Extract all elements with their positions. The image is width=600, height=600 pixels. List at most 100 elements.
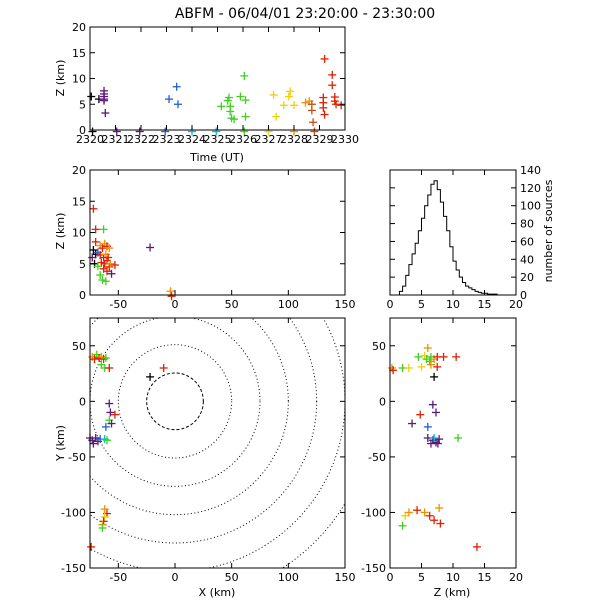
source-point [404, 364, 413, 372]
source-point [106, 408, 115, 417]
source-point [105, 244, 114, 253]
source-point [87, 92, 96, 101]
x-height-z-label: Z (km) [54, 213, 67, 250]
source-point [91, 237, 100, 246]
y-tick-label: 60 [520, 235, 534, 248]
y-tick-label: 20 [72, 164, 86, 177]
source-point [332, 100, 341, 109]
source-point [431, 408, 440, 417]
source-point [310, 127, 319, 136]
y-tick-label: 50 [372, 340, 386, 353]
histogram-y-label: number of sources [542, 179, 555, 282]
panel-frame [89, 317, 346, 569]
x-tick-label: 2330 [331, 133, 359, 146]
x-tick-label: 100 [278, 571, 299, 584]
y-tick-label: 0 [520, 289, 527, 302]
source-point [110, 261, 119, 269]
source-point [284, 92, 293, 101]
x-tick-label: 20 [509, 298, 523, 311]
source-point [89, 246, 98, 254]
source-point [328, 81, 337, 90]
x-tick-label: 2320 [76, 133, 104, 146]
source-point [452, 352, 461, 361]
source-point [430, 434, 439, 442]
x-tick-label: 20 [509, 571, 523, 584]
range-ring [90, 318, 289, 516]
y-tick-label: -100 [361, 506, 386, 519]
source-point [279, 101, 288, 110]
x-tick-label: 100 [278, 298, 299, 311]
height-y-x-label: Z (km) [434, 586, 471, 599]
source-point [472, 542, 481, 551]
source-point [433, 362, 442, 371]
source-point [435, 435, 444, 444]
source-point [320, 54, 329, 63]
time-axis-label: Time (UT) [189, 151, 244, 164]
source-point [337, 101, 346, 110]
source-point [430, 372, 439, 381]
source-point [240, 71, 249, 80]
x-tick-label: 5 [418, 571, 425, 584]
source-point [224, 93, 233, 102]
source-point [212, 127, 221, 136]
source-point [98, 244, 107, 253]
source-point [426, 360, 435, 369]
source-point [416, 410, 425, 419]
x-tick-label: 2321 [102, 133, 130, 146]
histogram-step [398, 180, 501, 296]
source-point [159, 364, 168, 372]
range-ring [117, 344, 233, 459]
x-tick-label: 0 [172, 298, 179, 311]
source-point [420, 508, 429, 517]
source-point [423, 344, 432, 352]
source-point [417, 362, 426, 371]
y-tick-label: 50 [72, 340, 86, 353]
y-tick-label: 20 [520, 271, 534, 284]
source-point [173, 100, 182, 109]
source-point [101, 354, 110, 362]
x-tick-label: 2326 [229, 133, 257, 146]
source-point [172, 82, 181, 91]
source-point [91, 225, 100, 234]
y-tick-label: 40 [520, 253, 534, 266]
source-point [420, 351, 429, 360]
y-tick-label: -50 [368, 451, 386, 464]
source-point [398, 521, 407, 530]
time-height-panel: 2320232123222323232423252326232723282329… [72, 21, 359, 146]
y-tick-label: 80 [520, 218, 534, 231]
source-point [103, 436, 111, 445]
height-y-panel: 0 5 10 15 20 -150 -100 -50 0 50 [361, 317, 523, 584]
x-tick-label: 10 [446, 298, 460, 311]
source-point [430, 516, 439, 525]
y-tick-label: 10 [72, 73, 86, 86]
x-tick-label: 2328 [280, 133, 308, 146]
source-point [241, 96, 250, 105]
y-tick-label: -150 [61, 562, 86, 575]
source-point [423, 422, 432, 431]
source-point [89, 439, 98, 448]
source-point [105, 364, 114, 372]
y-tick-label: 0 [379, 395, 386, 408]
source-point [439, 352, 448, 361]
y-tick-label: 0 [79, 124, 86, 137]
x-tick-label: 2329 [306, 133, 334, 146]
source-point [269, 90, 278, 99]
y-tick-label: -100 [61, 506, 86, 519]
source-point [404, 508, 413, 517]
source-point [236, 92, 245, 101]
source-point [110, 410, 119, 419]
x-tick-label: 10 [446, 571, 460, 584]
y-tick-label: 140 [520, 164, 541, 177]
x-height-panel: -50 0 50 100 150 0 5 10 15 20 [72, 164, 356, 311]
source-point [100, 505, 109, 514]
x-tick-label: 0 [387, 571, 394, 584]
source-point [100, 96, 109, 105]
range-ring [90, 318, 261, 487]
source-point [226, 107, 235, 116]
source-point [165, 95, 174, 104]
source-point [414, 352, 423, 361]
source-point [146, 372, 155, 381]
x-tick-label: 150 [335, 298, 356, 311]
source-point [101, 422, 110, 431]
